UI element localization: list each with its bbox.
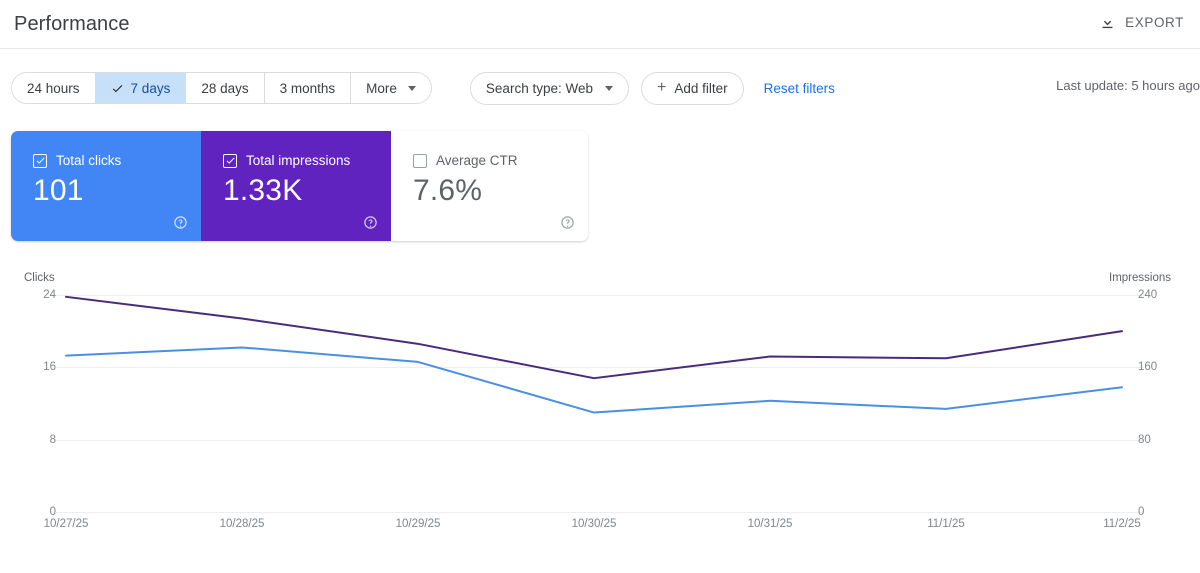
impressions-tick-label: 0 (1138, 506, 1145, 518)
chip-label: 7 days (130, 80, 171, 96)
date-tick-label: 11/1/25 (927, 518, 965, 530)
chevron-down-icon (604, 85, 613, 91)
export-button[interactable]: EXPORT (1091, 8, 1192, 37)
date-range-chip-group: 24 hours 7 days 28 days 3 months More (11, 72, 432, 104)
help-icon[interactable] (363, 215, 378, 230)
chip-24-hours[interactable]: 24 hours (12, 73, 96, 103)
date-tick-label: 10/31/25 (747, 518, 793, 530)
clicks-axis-title: Clicks (24, 272, 55, 284)
total-clicks-checkbox[interactable] (33, 153, 47, 168)
series-line-clicks (65, 346, 1123, 414)
add-filter-button[interactable]: + Add filter (640, 71, 744, 105)
date-tick-label: 10/28/25 (219, 518, 265, 530)
page-title: Performance (14, 12, 130, 35)
chart-plot (65, 295, 1123, 414)
impressions-tick-label: 240 (1138, 289, 1158, 301)
date-tick-label: 10/30/25 (571, 518, 617, 530)
card-header: Average CTR (413, 153, 588, 168)
clicks-tick-label: 16 (43, 361, 56, 374)
chip-label: More (366, 80, 397, 96)
last-update-text: Last update: 5 hours ago (1056, 78, 1200, 93)
page-header: Performance EXPORT (0, 0, 1200, 49)
card-label: Total impressions (246, 153, 351, 168)
card-label: Total clicks (56, 153, 122, 168)
metric-cards: Total clicks 101 Total impressions 1.33K (11, 131, 588, 241)
impressions-axis-title: Impressions (1109, 272, 1171, 284)
card-value: 1.33K (223, 174, 303, 207)
date-tick-label: 10/27/25 (43, 518, 89, 530)
clicks-tick-label: 8 (49, 433, 56, 446)
check-icon (111, 82, 124, 95)
card-value: 101 (33, 174, 84, 207)
card-value: 7.6% (413, 174, 483, 207)
card-label: Average CTR (436, 153, 518, 168)
clicks-tick-label: 0 (49, 506, 56, 518)
gridline (56, 439, 1144, 441)
card-header: Total clicks (33, 153, 201, 168)
download-icon (1099, 14, 1116, 31)
chip-label: 3 months (279, 80, 336, 96)
add-filter-label: Add filter (674, 80, 728, 96)
plus-icon: + (656, 79, 667, 96)
chip-28-days[interactable]: 28 days (186, 73, 265, 103)
date-tick-label: 10/29/25 (395, 518, 441, 530)
export-label: EXPORT (1125, 15, 1184, 30)
average-ctr-checkbox[interactable] (413, 153, 427, 168)
series-line-impressions (65, 295, 1123, 380)
chip-label: 24 hours (27, 80, 80, 96)
chip-3-months[interactable]: 3 months (264, 73, 352, 103)
chip-label: 28 days (201, 80, 249, 96)
gridline (56, 367, 1144, 369)
gridline (56, 295, 1144, 296)
search-type-label: Search type: Web (485, 80, 593, 96)
gridline (56, 512, 1144, 513)
date-tick-label: 11/2/25 (1103, 518, 1141, 530)
total-impressions-checkbox[interactable] (223, 153, 237, 168)
chevron-down-icon (407, 85, 416, 91)
metric-card-total-clicks[interactable]: Total clicks 101 (11, 131, 201, 241)
performance-chart: Clicks Impressions 24 16 8 0 240 160 80 0 10/2… (0, 255, 1200, 555)
reset-filters-link[interactable]: Reset filters (763, 80, 835, 96)
impressions-tick-label: 80 (1138, 433, 1151, 446)
clicks-tick-label: 24 (43, 289, 56, 301)
help-icon[interactable] (560, 215, 575, 230)
metric-card-total-impressions[interactable]: Total impressions 1.33K (201, 131, 391, 241)
help-icon[interactable] (173, 215, 188, 230)
chip-more[interactable]: More (351, 73, 431, 103)
metric-card-average-ctr[interactable]: Average CTR 7.6% (391, 131, 588, 241)
chip-7-days[interactable]: 7 days (95, 73, 187, 103)
card-header: Total impressions (223, 153, 391, 168)
impressions-tick-label: 160 (1138, 361, 1158, 374)
filter-bar: 24 hours 7 days 28 days 3 months More Se… (0, 50, 1200, 126)
search-type-dropdown[interactable]: Search type: Web (469, 71, 629, 105)
